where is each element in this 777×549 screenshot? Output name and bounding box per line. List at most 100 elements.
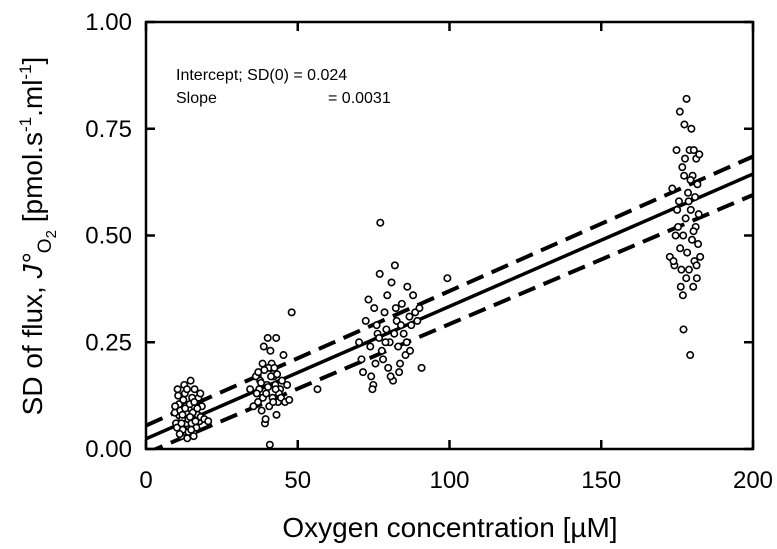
data-point [173,385,182,394]
data-point [678,291,687,300]
data-point [364,295,373,304]
data-point [407,321,416,330]
data-point [266,346,275,355]
data-point [271,385,280,394]
data-point [382,325,391,334]
y-axis-title-symbol: J° [17,253,48,279]
data-point [285,395,294,404]
data-point [687,124,696,133]
data-point [190,385,199,394]
data-point [689,146,698,155]
data-point [259,342,268,351]
data-point [669,257,678,266]
data-point [686,351,695,360]
data-point [676,244,685,253]
slope-annotation-label: Slope [176,90,217,107]
data-point [694,210,703,219]
data-point [672,146,681,155]
data-point [178,410,187,419]
data-point [674,222,683,231]
data-point [375,269,384,278]
y-axis-title: SD of flux, J°O2 [pmol.s-1.ml-1] [16,57,60,416]
y-axis-title-sub-2: 2 [43,230,60,238]
data-point [680,120,689,129]
y-axis-title-main: SD of flux, [17,278,48,415]
data-point [376,218,385,227]
data-point [390,329,399,338]
axis-tick-labels: 0 50 100 150 200 0.00 0.25 0.50 0.75 1.00 [85,9,773,494]
y-tick-label: 0.75 [85,116,132,143]
data-point [403,282,412,291]
data-point [691,193,700,202]
data-point [190,398,199,407]
data-point [679,231,688,240]
data-point [683,248,692,257]
data-point [186,376,195,385]
data-point [384,363,393,372]
data-point [186,412,195,421]
data-point [257,406,266,415]
data-point [673,205,682,214]
data-point [443,274,452,283]
data-point [383,291,392,300]
data-point [679,325,688,334]
data-point [260,366,269,375]
axis-ticks [144,20,755,451]
data-point [380,308,389,317]
data-point [399,329,408,338]
y-axis-title-unit-mid: .ml [17,80,48,117]
data-point [263,333,272,342]
data-point [677,265,686,274]
x-tick-label: 100 [429,467,469,494]
data-point [355,338,364,347]
data-point [179,395,188,404]
data-point [174,391,183,400]
data-point [261,415,270,424]
data-point [678,163,687,172]
regression-line [146,172,753,441]
data-point [676,282,685,291]
data-point [204,417,213,426]
data-point [193,404,202,413]
data-point [375,333,384,342]
x-tick-label: 200 [733,467,773,494]
x-tick-label: 0 [139,467,152,494]
data-point [177,419,186,428]
data-point [391,304,400,313]
data-point [269,398,278,407]
data-point [684,197,693,206]
data-point [359,368,368,377]
data-point [415,304,424,313]
y-tick-label: 0.00 [85,436,132,463]
data-point [249,402,258,411]
data-point [264,383,273,392]
data-point [181,404,190,413]
data-point [681,214,690,223]
data-point [674,197,683,206]
x-tick-label: 150 [581,467,621,494]
data-point [397,299,406,308]
data-point [283,380,292,389]
data-point [396,321,405,330]
data-point [668,184,677,193]
data-point [371,359,380,368]
data-point [252,389,261,398]
y-axis-title-unit-close: ] [17,57,48,65]
data-point [189,432,198,441]
data-point [684,188,693,197]
data-point [265,440,274,449]
data-point [387,278,396,287]
data-point [693,180,702,189]
x-axis-title: Oxygen concentration [µM] [282,512,617,543]
data-point [686,205,695,214]
data-point [417,363,426,372]
data-point [686,175,695,184]
data-point [684,265,693,274]
data-point [689,282,698,291]
data-point [171,402,180,411]
data-point [680,171,689,180]
data-point [175,430,184,439]
data-point [377,346,386,355]
data-point [366,342,375,351]
